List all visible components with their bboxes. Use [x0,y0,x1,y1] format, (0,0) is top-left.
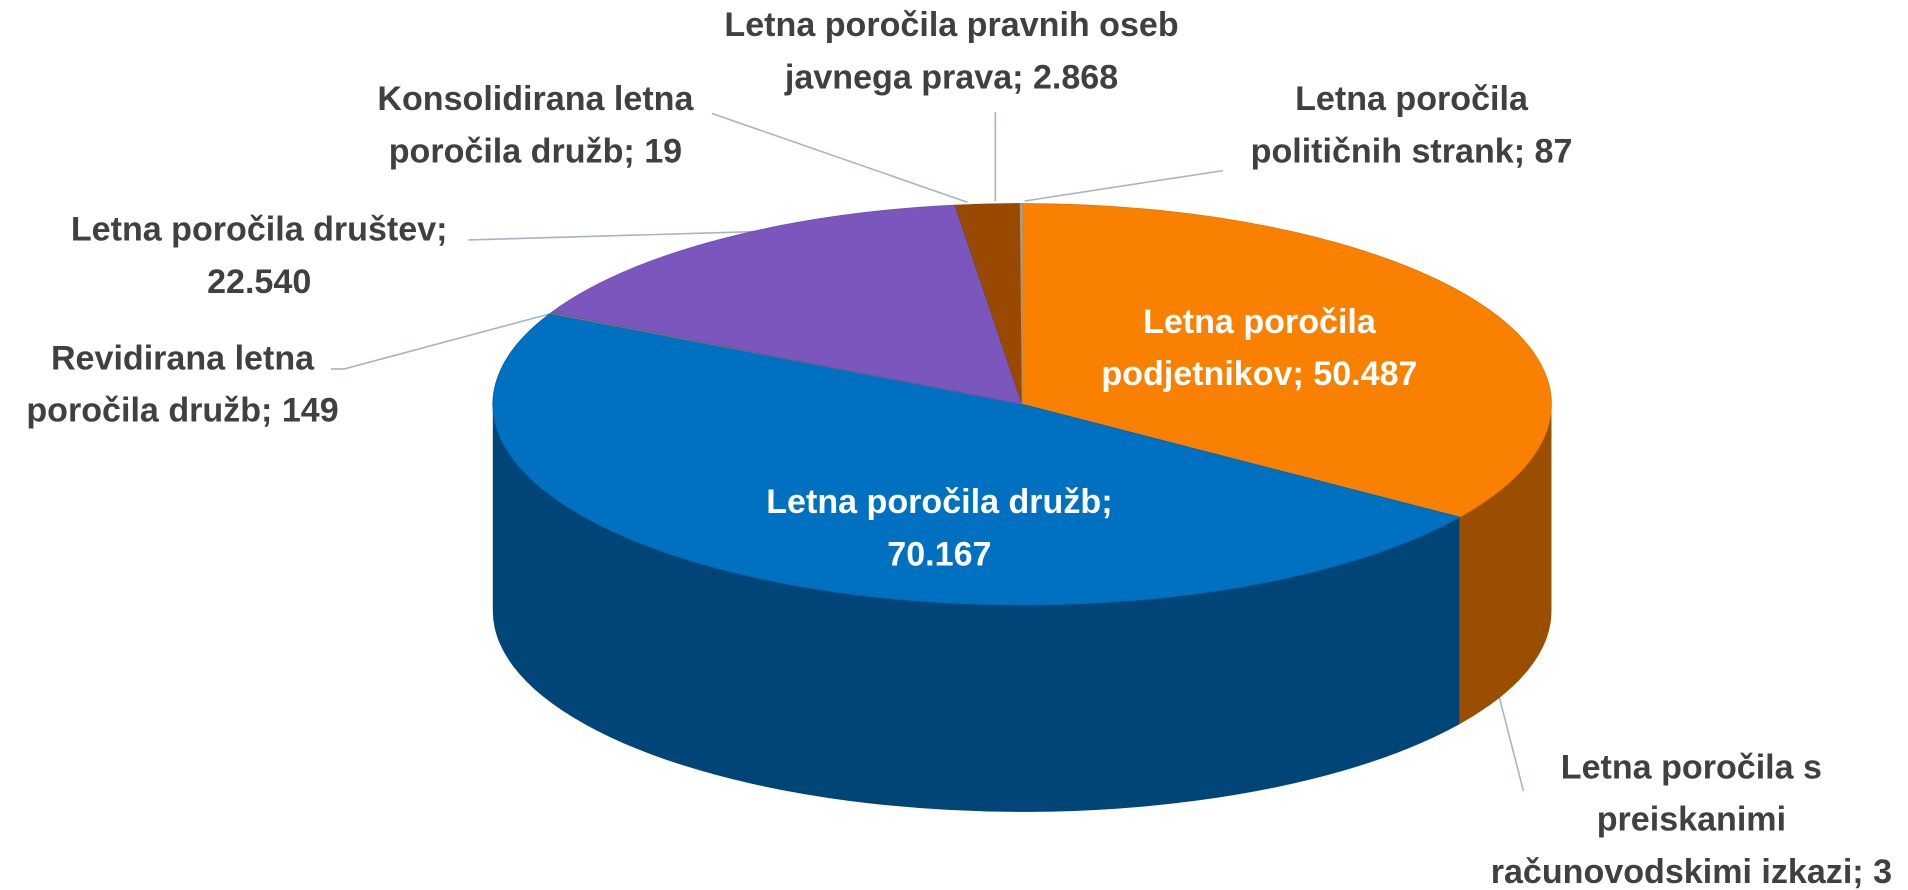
pie-slice [492,313,1461,606]
data-label: Konsolidirana letna poročila družb; 19 [377,80,694,170]
pie-sides [492,404,1552,812]
data-label: Letna poročila podjetnikov; 50.487 [1101,303,1417,393]
data-label: Letna poročila s preiskanimi računovodskim… [1491,748,1892,890]
leader-line [1024,169,1224,202]
data-label: Letna poročila družb; 70.167 [766,483,1112,573]
leader-line [468,230,761,241]
leader-line [711,112,968,203]
pie-slice-side [492,404,1460,812]
data-label: Letna poročila društev; 22.540 [71,210,448,300]
pie-tops [492,203,1552,606]
leader-lines [330,112,1525,792]
pie-slice [550,204,1023,405]
data-label: Revidirana letna poročila družb; 149 [26,339,338,429]
data-label: Letna poročila političnih strank; 87 [1251,80,1573,170]
data-label: Letna poročila pravnih oseb javnega prava… [724,6,1178,96]
pie-slice [1021,203,1552,518]
pie-slice-side [1459,404,1552,724]
pie-slice [1019,203,1023,405]
leader-line [330,301,595,370]
